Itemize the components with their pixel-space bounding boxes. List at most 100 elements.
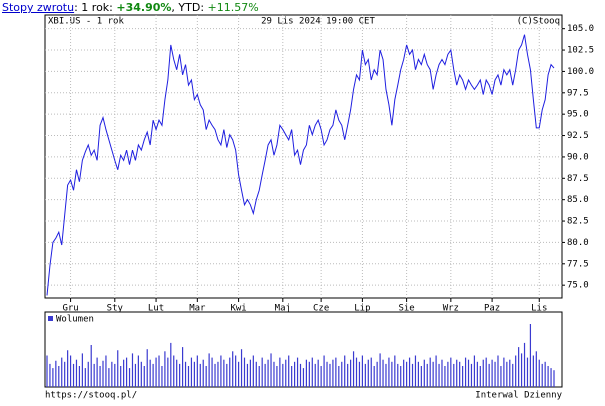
volume-bar xyxy=(464,357,467,387)
x-tick-label: Sie xyxy=(398,304,414,314)
volume-bar xyxy=(438,363,440,387)
volume-bar xyxy=(420,366,422,387)
volume-bar xyxy=(444,366,446,387)
volume-bar xyxy=(482,359,484,387)
volume-bar xyxy=(370,357,372,387)
volume-bar xyxy=(320,366,322,387)
volume-bar xyxy=(394,355,396,387)
volume-bar xyxy=(544,361,546,387)
x-tick-label: Lut xyxy=(148,304,164,314)
volume-bar xyxy=(161,366,163,387)
volume-bar xyxy=(46,355,48,387)
volume-bar xyxy=(240,349,243,387)
volume-bar xyxy=(491,359,493,387)
volume-bar xyxy=(131,353,134,387)
volume-bar xyxy=(237,361,240,387)
volume-bar xyxy=(255,361,257,387)
volume-bar xyxy=(476,361,478,387)
volume-bar xyxy=(509,359,511,387)
volume-bar xyxy=(367,359,369,387)
volume-bar xyxy=(90,345,92,387)
volume-bar xyxy=(497,355,499,387)
footer-interval: Interwal Dzienny xyxy=(475,391,562,401)
volume-bar xyxy=(450,357,452,387)
volume-bar xyxy=(140,361,142,387)
volume-bar xyxy=(294,361,296,387)
volume-bar xyxy=(64,361,66,387)
volume-bar xyxy=(229,357,231,387)
ytd-label: , YTD: xyxy=(171,1,208,14)
volume-bar xyxy=(408,357,411,387)
volume-bar xyxy=(314,363,316,387)
volume-bar xyxy=(202,359,204,387)
volume-bar xyxy=(285,359,287,387)
x-tick-label: Paz xyxy=(484,304,500,314)
volume-bar xyxy=(382,359,384,387)
x-tick-label: Mar xyxy=(189,304,206,314)
volume-bar xyxy=(205,366,207,387)
volume-bar xyxy=(246,363,249,387)
legend-swatch xyxy=(48,316,53,321)
volume-bar xyxy=(61,357,63,387)
volume-bar xyxy=(208,353,210,387)
volume-bar xyxy=(317,359,319,387)
volume-bar xyxy=(520,353,523,387)
volume-bar xyxy=(373,366,375,387)
volume-bar xyxy=(176,359,178,387)
volume-bar xyxy=(361,355,364,387)
volume-bar xyxy=(529,324,532,387)
legend-label: Wolumen xyxy=(56,315,94,325)
volume-bar xyxy=(276,366,278,387)
volume-bar xyxy=(385,363,387,387)
volume-bar xyxy=(196,355,198,387)
volume-bar xyxy=(547,366,549,387)
volume-bar xyxy=(456,359,458,387)
volume-bar xyxy=(146,349,148,387)
volume-bar xyxy=(99,366,101,387)
volume-bar xyxy=(435,355,437,387)
volume-bar xyxy=(305,359,307,387)
volume-bar xyxy=(391,361,393,387)
volume-bar xyxy=(535,351,537,387)
volume-bar xyxy=(226,363,228,387)
volume-bar xyxy=(184,361,187,387)
volume-bar xyxy=(181,347,184,387)
x-tick-label: Sty xyxy=(107,304,124,314)
volume-bar xyxy=(111,361,113,387)
volume-bar xyxy=(264,363,266,387)
y-tick-label: 80.0 xyxy=(567,238,589,248)
volume-bar xyxy=(273,361,275,387)
volume-bar xyxy=(125,357,128,387)
volume-bar xyxy=(170,342,172,387)
volume-bar xyxy=(179,363,181,387)
source-label: (C)Stooq xyxy=(517,17,560,27)
volume-bar xyxy=(108,368,110,387)
volume-bar xyxy=(190,357,193,387)
volume-bar xyxy=(249,359,251,387)
volume-bar xyxy=(243,357,246,387)
y-tick-label: 92.5 xyxy=(567,131,589,141)
volume-bar xyxy=(220,355,222,387)
volume-bar xyxy=(550,368,552,387)
volume-bar xyxy=(379,353,381,387)
volume-bar xyxy=(503,357,505,387)
volume-bar xyxy=(352,351,355,387)
volume-bar xyxy=(252,355,254,387)
volume-bar xyxy=(134,363,137,387)
volume-bar xyxy=(406,361,408,387)
volume-bar xyxy=(235,355,237,387)
date-label: 29 Lis 2024 19:00 CET xyxy=(261,17,375,27)
volume-bar xyxy=(329,363,331,387)
volume-bar xyxy=(102,360,104,387)
volume-bar xyxy=(338,366,340,387)
volume-bar xyxy=(358,361,361,387)
y-tick-label: 102.5 xyxy=(567,46,594,56)
price-line xyxy=(46,34,555,296)
volume-bar xyxy=(488,363,490,387)
volume-bar xyxy=(447,361,449,387)
y-tick-label: 97.5 xyxy=(567,88,589,98)
returns-link[interactable]: Stopy zwrotu xyxy=(2,1,75,14)
y-tick-label: 82.5 xyxy=(567,217,589,227)
ytd: +11.57% xyxy=(207,1,259,14)
